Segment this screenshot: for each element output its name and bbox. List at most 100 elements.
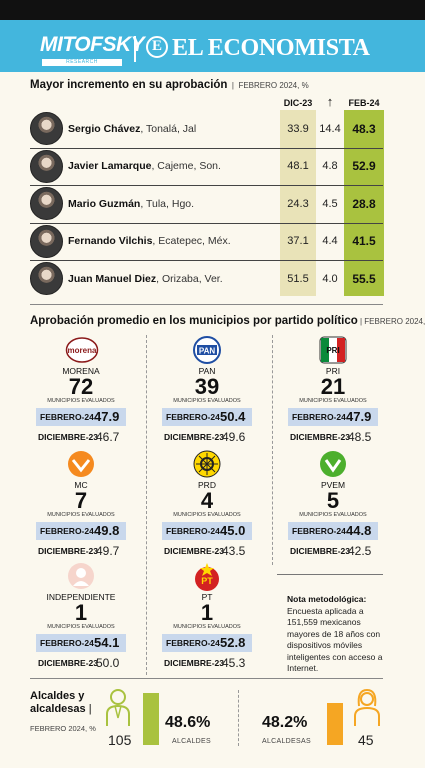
footer-subtitle: FEBRERO 2024, % — [30, 724, 96, 733]
value-increase: 4.0 — [322, 272, 338, 285]
party-logo-pvem-icon — [317, 450, 349, 482]
feb-label: FEBRERO-24 — [40, 526, 94, 536]
politician-name: Sergio Chávez, Tonalá, Jal — [68, 122, 197, 135]
mitofsky-logo: MITOFSKY — [40, 33, 145, 56]
feb-box — [288, 408, 378, 426]
value-feb: 55.5 — [352, 271, 376, 286]
party-count: 4 — [200, 488, 214, 513]
feb-value: 50.4 — [220, 409, 246, 424]
dic-value: 43.5 — [222, 544, 246, 558]
party-count: 5 — [326, 488, 340, 513]
party-logo-pan-icon: PAN — [191, 336, 223, 368]
dic-label: DICIEMBRE-23 — [38, 658, 98, 668]
feb-value: 54.1 — [94, 635, 120, 650]
party-count: 21 — [320, 374, 346, 399]
feb-value: 52.8 — [220, 635, 246, 650]
section-1-title: Mayor incremento en su aprobación | FEBR… — [30, 79, 309, 91]
column-divider-2 — [272, 335, 273, 565]
party-name: MC — [74, 480, 88, 490]
men-pct: 48.6% — [165, 714, 211, 731]
party-logo-prd-icon — [191, 450, 223, 482]
footer-divider — [238, 690, 239, 746]
party-name: PRI — [325, 366, 341, 376]
svg-text:morena: morena — [68, 346, 97, 355]
municipios-evaluados-label: MUNICIPIOS EVALUADOS — [47, 512, 115, 518]
feb-label: FEBRERO-24 — [166, 526, 220, 536]
feb-box — [162, 634, 252, 652]
feb-label: FEBRERO-24 — [292, 526, 346, 536]
woman-icon — [354, 688, 380, 726]
municipios-evaluados-label: MUNICIPIOS EVALUADOS — [47, 624, 115, 630]
dic-column-band — [280, 110, 316, 296]
col-header-dic: DIC-23 — [283, 98, 313, 108]
feb-value: 44.8 — [346, 523, 372, 538]
value-dic: 33.9 — [287, 122, 309, 135]
municipios-evaluados-label: MUNICIPIOS EVALUADOS — [173, 624, 241, 630]
value-feb: 41.5 — [352, 234, 376, 249]
women-label: ALCALDESAS — [262, 738, 311, 745]
header-separator — [134, 36, 136, 62]
dic-label: DICIEMBRE-23 — [164, 546, 224, 556]
party-logo-mc-icon — [65, 450, 97, 482]
feb-box — [162, 408, 252, 426]
party-logo-ind-icon — [65, 562, 97, 594]
row-separator — [30, 222, 383, 224]
municipios-evaluados-label: MUNICIPIOS EVALUADOS — [173, 398, 241, 404]
dic-label: DICIEMBRE-23 — [164, 658, 224, 668]
value-feb: 48.3 — [352, 121, 376, 136]
party-name: PVEM — [320, 480, 346, 490]
col-header-feb: FEB-24 — [348, 98, 380, 108]
arrow-up-icon: ↑ — [326, 94, 334, 109]
value-feb: 28.8 — [352, 196, 376, 211]
dic-value: 50.0 — [96, 656, 120, 670]
dic-label: DICIEMBRE-23 — [164, 432, 224, 442]
section-divider — [30, 304, 383, 305]
men-count: 105 — [108, 732, 132, 748]
party-logo-pri-icon: PRI — [317, 336, 349, 368]
value-increase: 4.8 — [322, 160, 338, 173]
politician-name: Juan Manuel Diez, Orizaba, Ver. — [68, 272, 223, 285]
party-count: 1 — [200, 600, 214, 625]
nota-divider — [277, 574, 383, 575]
municipios-evaluados-label: MUNICIPIOS EVALUADOS — [47, 398, 115, 404]
party-count: 72 — [68, 374, 94, 399]
party-count: 39 — [194, 374, 220, 399]
politician-name: Javier Lamarque, Cajeme, Son. — [68, 160, 221, 173]
party-name: PAN — [198, 366, 216, 376]
municipios-evaluados-label: MUNICIPIOS EVALUADOS — [173, 512, 241, 518]
men-label: ALCALDES — [172, 738, 211, 745]
party-name: PT — [201, 592, 213, 602]
top-banner — [0, 0, 425, 20]
feb-label: FEBRERO-24 — [40, 638, 94, 648]
party-name: PRD — [198, 480, 216, 490]
dic-value: 45.3 — [222, 656, 246, 670]
dic-value: 42.5 — [348, 544, 372, 558]
section-divider-2 — [30, 678, 383, 679]
value-increase: 4.5 — [322, 197, 338, 210]
politician-photo — [30, 187, 63, 221]
party-name: MORENA — [62, 366, 100, 376]
dic-value: 46.7 — [96, 430, 120, 444]
svg-text:PAN: PAN — [199, 347, 216, 356]
women-count: 45 — [358, 732, 374, 748]
party-count: 1 — [74, 600, 88, 625]
mitofsky-logo-sub: RESEARCH — [42, 59, 122, 66]
economista-e-icon: E — [146, 36, 168, 58]
politician-name: Fernando Vilchis, Ecatepec, Méx. — [68, 235, 231, 248]
row-separator — [30, 147, 383, 149]
row-separator — [30, 260, 383, 261]
municipios-evaluados-label: MUNICIPIOS EVALUADOS — [299, 512, 367, 518]
politician-photo — [30, 149, 63, 183]
dic-label: DICIEMBRE-23 — [290, 546, 350, 556]
dic-label: DICIEMBRE-23 — [38, 432, 98, 442]
feb-box — [162, 522, 252, 540]
feb-label: FEBRERO-24 — [166, 638, 220, 648]
feb-value: 45.0 — [220, 523, 246, 538]
footer-title: Alcaldes y alcaldesas | — [30, 690, 92, 715]
politician-photo — [30, 262, 63, 296]
value-increase: 4.4 — [322, 235, 338, 248]
politician-photo — [30, 112, 63, 146]
dic-value: 48.5 — [348, 430, 372, 444]
row-separator — [30, 185, 383, 186]
